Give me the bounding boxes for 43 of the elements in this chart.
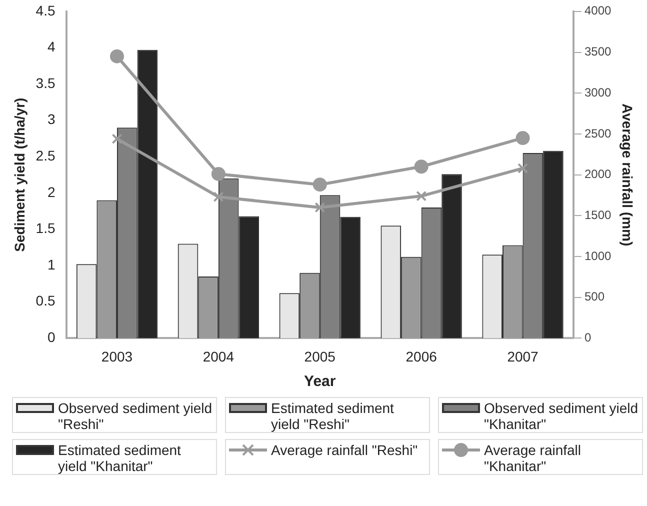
y2-tick-label: 500 xyxy=(584,290,605,304)
y-axis-title: Sediment yield (t/ha/yr) xyxy=(11,98,28,252)
y2-tick-label: 3500 xyxy=(584,44,612,59)
y-tick-label: 3.5 xyxy=(36,74,56,91)
legend-label: Average rainfall "Khanitar" xyxy=(484,442,582,474)
y2-tick-label: 4000 xyxy=(584,4,612,18)
legend-label: Estimated sediment yield "Khanitar" xyxy=(58,442,182,474)
y2-tick-label: 0 xyxy=(584,330,592,345)
y2-axis-title: Average rainfall (mm) xyxy=(620,103,636,246)
legend-label: Observed sediment yield "Reshi" xyxy=(58,400,213,432)
point xyxy=(518,163,528,174)
x-tick-label: 2004 xyxy=(202,348,234,364)
legend-label: Average rainfall "Reshi" xyxy=(271,442,418,458)
y2-tick-label: 2000 xyxy=(584,167,612,182)
x-tick-label: 2006 xyxy=(406,348,438,364)
legend-label: Estimated sediment yield "Reshi" xyxy=(271,400,395,432)
point xyxy=(112,134,122,144)
point xyxy=(416,190,427,202)
y-tick-label: 0 xyxy=(47,329,56,346)
x-tick-label: 2005 xyxy=(304,348,336,364)
y-tick-label: 1.5 xyxy=(36,220,56,236)
y2-tick-label: 2500 xyxy=(584,126,612,140)
x-tick-label: 2007 xyxy=(507,348,539,364)
y-tick-label: 4 xyxy=(47,38,56,55)
y2-tick-label: 1000 xyxy=(584,248,612,263)
x-tick-label: 2003 xyxy=(101,348,133,364)
y2-tick-label: 1500 xyxy=(584,208,612,222)
point xyxy=(312,178,327,192)
point xyxy=(211,166,226,181)
point xyxy=(516,131,530,146)
y-tick-label: 4.5 xyxy=(36,2,56,18)
y-tick-label: 0.5 xyxy=(36,292,56,309)
y-tick-label: 2 xyxy=(47,184,56,200)
y-tick-label: 1 xyxy=(47,256,56,272)
legend-label: Observed sediment yield "Khanitar" xyxy=(484,400,639,432)
y-tick-label: 3 xyxy=(47,111,56,128)
point xyxy=(213,192,224,202)
point xyxy=(110,49,124,64)
point xyxy=(314,202,326,213)
y-tick-label: 2.5 xyxy=(36,148,56,164)
point xyxy=(414,160,428,174)
x-axis-title: Year xyxy=(304,373,336,390)
y2-tick-label: 3000 xyxy=(584,85,612,100)
